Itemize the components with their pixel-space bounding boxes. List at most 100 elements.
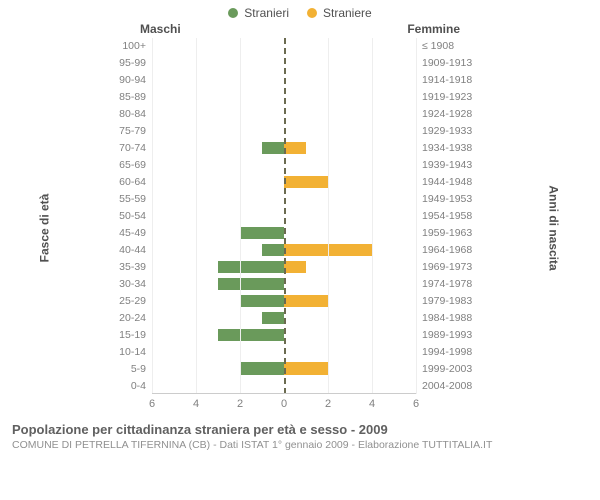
male-half — [152, 74, 284, 86]
bar-zone — [152, 106, 416, 123]
side-headers: Maschi Femmine — [0, 22, 600, 36]
female-half — [284, 193, 416, 205]
legend: Stranieri Straniere — [0, 0, 600, 20]
bar-zone — [152, 191, 416, 208]
birth-year-label: 1984-1988 — [416, 309, 480, 326]
chart-row: 80-84 1924-1928 — [108, 106, 480, 123]
birth-year-label: 1954-1958 — [416, 208, 480, 225]
female-half — [284, 261, 416, 273]
age-label: 100+ — [108, 38, 152, 55]
male-half — [152, 125, 284, 137]
bar-zone — [152, 241, 416, 258]
male-half — [152, 312, 284, 324]
birth-year-label: 2004-2008 — [416, 377, 480, 394]
birth-year-label: 1959-1963 — [416, 224, 480, 241]
female-half — [284, 125, 416, 137]
age-label: 45-49 — [108, 224, 152, 241]
female-half — [284, 312, 416, 324]
male-half — [152, 57, 284, 69]
chart-row: 95-991909-1913 — [108, 55, 480, 72]
birth-year-label: 1934-1938 — [416, 140, 480, 157]
header-male: Maschi — [140, 22, 181, 36]
female-half — [284, 176, 416, 188]
chart-row: 70-741934-1938 — [108, 140, 480, 157]
legend-female-swatch — [307, 8, 317, 18]
male-half — [152, 346, 284, 358]
female-half — [284, 346, 416, 358]
male-bar — [218, 278, 284, 290]
chart-row: 20-24 1984-1988 — [108, 309, 480, 326]
male-half — [152, 295, 284, 307]
x-tick: 6 — [149, 398, 155, 410]
age-label: 20-24 — [108, 309, 152, 326]
male-half — [152, 278, 284, 290]
bar-zone — [152, 292, 416, 309]
y-axis-label-left: Fasce di età — [37, 194, 51, 263]
female-half — [284, 244, 416, 256]
female-half — [284, 278, 416, 290]
birth-year-label: 1969-1973 — [416, 258, 480, 275]
age-label: 55-59 — [108, 191, 152, 208]
birth-year-label: 1929-1933 — [416, 123, 480, 140]
x-tick: 0 — [281, 398, 287, 410]
male-bar — [240, 227, 284, 239]
chart-row: 90-941914-1918 — [108, 72, 480, 89]
chart-row: 15-191989-1993 — [108, 326, 480, 343]
male-half — [152, 362, 284, 374]
bar-zone — [152, 38, 416, 55]
bar-zone — [152, 258, 416, 275]
bar-zone — [152, 157, 416, 174]
male-bar — [218, 261, 284, 273]
chart-row: 55-591949-1953 — [108, 191, 480, 208]
female-half — [284, 40, 416, 52]
female-bar — [284, 176, 328, 188]
male-bar — [262, 312, 284, 324]
age-label: 30-34 — [108, 275, 152, 292]
female-half — [284, 142, 416, 154]
legend-male-swatch — [228, 8, 238, 18]
male-half — [152, 176, 284, 188]
male-half — [152, 227, 284, 239]
female-half — [284, 108, 416, 120]
header-female: Femmine — [407, 22, 460, 36]
female-bar — [284, 295, 328, 307]
male-bar — [262, 142, 284, 154]
female-half — [284, 362, 416, 374]
x-tick: 2 — [237, 398, 243, 410]
x-tick: 4 — [369, 398, 375, 410]
male-half — [152, 40, 284, 52]
age-label: 65-69 — [108, 157, 152, 174]
chart: Fasce di età Anni di nascita 100+≤ 19089… — [60, 38, 540, 418]
male-half — [152, 108, 284, 120]
female-half — [284, 159, 416, 171]
chart-row: 60-641944-1948 — [108, 174, 480, 191]
age-label: 80-84 — [108, 106, 152, 123]
age-label: 60-64 — [108, 174, 152, 191]
female-half — [284, 295, 416, 307]
male-half — [152, 142, 284, 154]
x-tick: 2 — [325, 398, 331, 410]
x-tick: 4 — [193, 398, 199, 410]
chart-row: 40-441964-1968 — [108, 241, 480, 258]
birth-year-label: 1999-2003 — [416, 360, 480, 377]
age-label: 75-79 — [108, 123, 152, 140]
female-half — [284, 210, 416, 222]
bar-zone — [152, 343, 416, 360]
female-half — [284, 329, 416, 341]
female-bar — [284, 261, 306, 273]
age-label: 25-29 — [108, 292, 152, 309]
age-label: 35-39 — [108, 258, 152, 275]
birth-year-label: 1924-1928 — [416, 106, 480, 123]
birth-year-label: 1909-1913 — [416, 55, 480, 72]
chart-row: 30-341974-1978 — [108, 275, 480, 292]
male-half — [152, 261, 284, 273]
chart-rows: 100+≤ 190895-991909-191390-941914-191885… — [108, 38, 480, 394]
male-half — [152, 379, 284, 391]
x-axis: 6420246 — [152, 393, 416, 418]
age-label: 40-44 — [108, 241, 152, 258]
y-axis-label-right: Anni di nascita — [546, 185, 560, 270]
chart-row: 100+≤ 1908 — [108, 38, 480, 55]
legend-male: Stranieri — [228, 6, 289, 20]
age-label: 15-19 — [108, 326, 152, 343]
male-half — [152, 210, 284, 222]
